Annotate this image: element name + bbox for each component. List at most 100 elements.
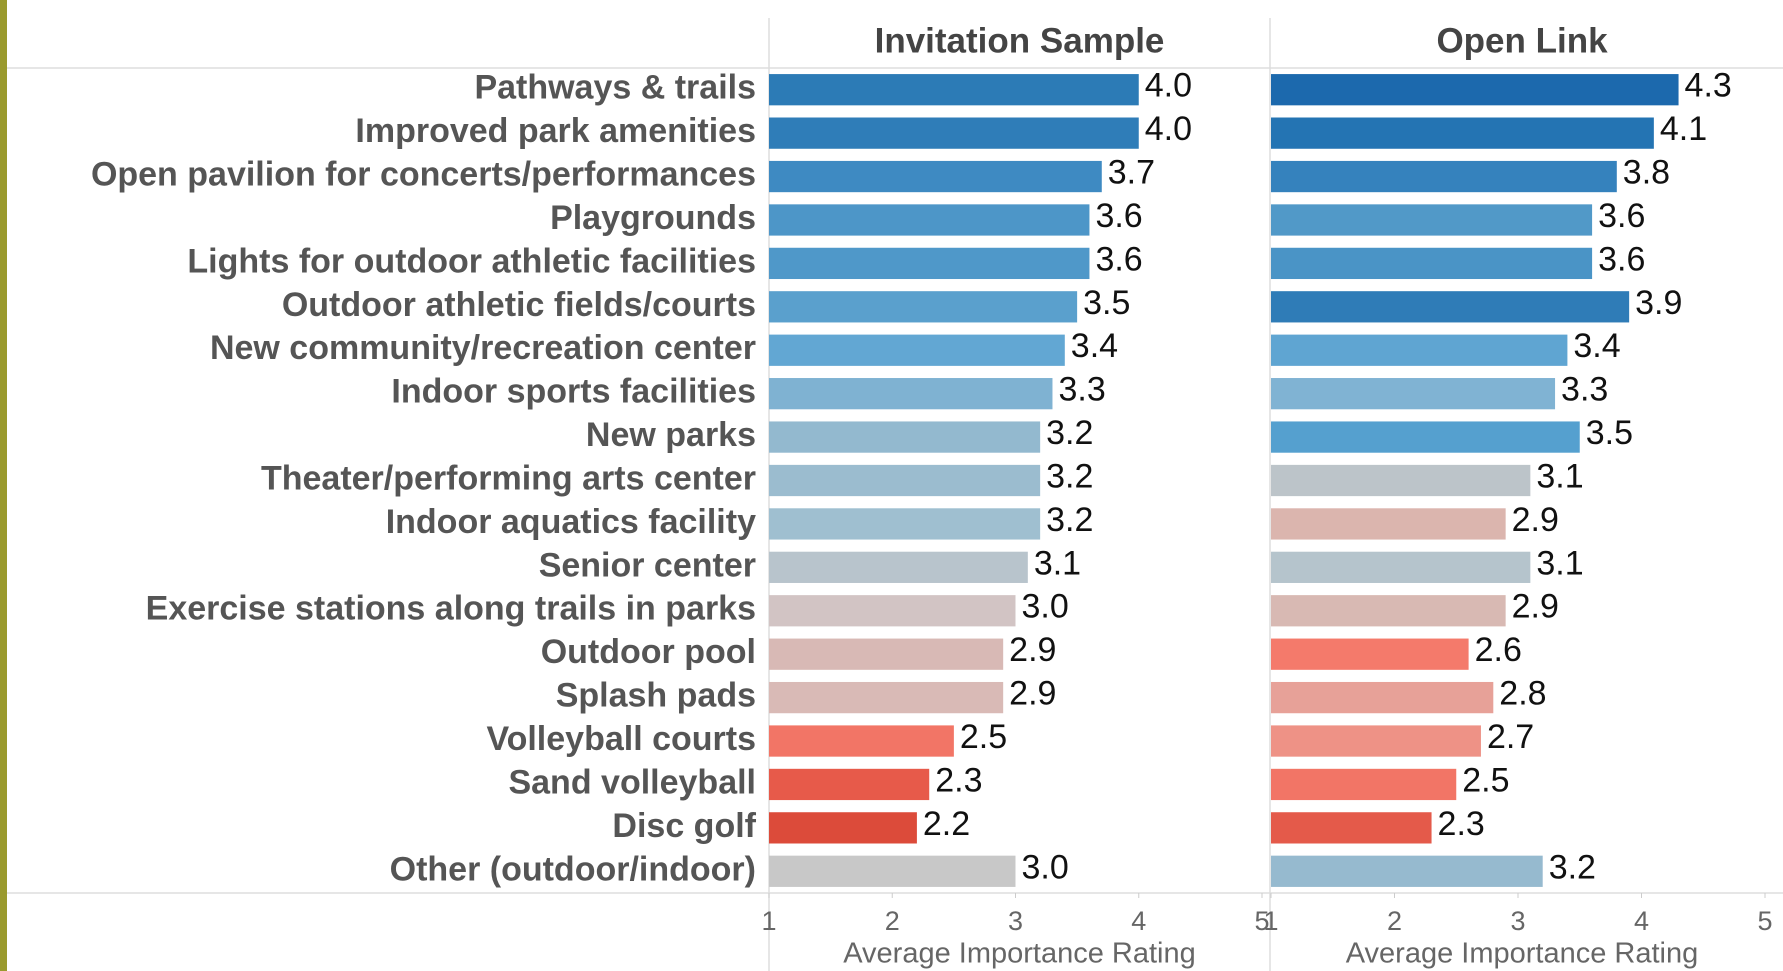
- category-label: Playgrounds: [550, 199, 756, 237]
- bar: [769, 508, 1041, 540]
- bar: [769, 334, 1065, 366]
- x-tick-label: 3: [1008, 906, 1023, 936]
- x-tick-label: 5: [1757, 906, 1772, 936]
- category-label: Outdoor athletic fields/courts: [282, 286, 756, 324]
- value-label: 3.7: [1108, 154, 1155, 192]
- value-label: 2.2: [923, 805, 970, 843]
- value-label: 2.9: [1512, 501, 1559, 539]
- value-label: 3.6: [1598, 240, 1645, 278]
- value-label: 3.8: [1623, 154, 1670, 192]
- value-label: 2.5: [1462, 761, 1509, 799]
- bar: [1271, 160, 1617, 193]
- value-label: 3.2: [1046, 501, 1093, 539]
- value-label: 4.0: [1145, 67, 1192, 105]
- value-label: 4.0: [1145, 110, 1192, 148]
- x-axis-label: Average Importance Rating: [843, 938, 1196, 970]
- value-label: 3.6: [1095, 240, 1142, 278]
- bar: [1271, 464, 1531, 497]
- bar: [769, 638, 1004, 670]
- bar: [1271, 638, 1469, 670]
- value-label: 2.6: [1475, 631, 1522, 669]
- value-label: 2.9: [1512, 588, 1559, 626]
- value-label: 3.2: [1549, 848, 1596, 886]
- x-tick-label: 2: [1387, 906, 1402, 936]
- category-label: Indoor aquatics facility: [386, 503, 756, 541]
- bar: [769, 551, 1028, 583]
- bar: [1271, 421, 1580, 453]
- x-tick-label: 1: [761, 906, 776, 936]
- value-label: 2.3: [1438, 805, 1485, 843]
- value-label: 2.9: [1009, 675, 1056, 713]
- panel-title: Open Link: [1436, 21, 1608, 60]
- x-tick-label: 5: [1254, 906, 1269, 936]
- value-label: 3.3: [1058, 371, 1105, 409]
- bar: [769, 464, 1041, 497]
- value-label: 2.5: [960, 718, 1007, 756]
- category-label: Pathways & trails: [474, 69, 756, 107]
- bar: [1271, 378, 1556, 410]
- value-label: 3.9: [1635, 284, 1682, 322]
- value-label: 4.1: [1660, 110, 1707, 148]
- category-label: New community/recreation center: [210, 329, 756, 367]
- category-label: Senior center: [539, 546, 756, 584]
- value-label: 3.0: [1022, 588, 1069, 626]
- bar: [1271, 551, 1531, 583]
- bar: [1271, 595, 1506, 627]
- bar: [769, 247, 1090, 280]
- value-label: 2.8: [1499, 675, 1546, 713]
- bar: [1271, 334, 1568, 366]
- value-label: 3.4: [1573, 327, 1620, 365]
- bar: [769, 595, 1016, 627]
- x-tick-label: 2: [885, 906, 900, 936]
- value-label: 3.1: [1536, 544, 1583, 582]
- category-label: Other (outdoor/indoor): [390, 850, 756, 888]
- bar: [769, 421, 1041, 453]
- bar: [769, 681, 1004, 714]
- value-label: 3.2: [1046, 457, 1093, 495]
- value-label: 3.5: [1586, 414, 1633, 452]
- category-label: Lights for outdoor athletic facilities: [187, 242, 756, 280]
- category-label: Exercise stations along trails in parks: [146, 590, 756, 628]
- bar: [1271, 725, 1481, 757]
- left-border: [0, 0, 7, 971]
- category-label: Volleyball courts: [486, 720, 756, 758]
- bar: [769, 117, 1139, 149]
- bar: [1271, 204, 1593, 236]
- value-label: 3.6: [1598, 197, 1645, 235]
- x-tick-label: 3: [1510, 906, 1525, 936]
- x-axis-label: Average Importance Rating: [1346, 938, 1699, 970]
- value-label: 2.3: [935, 761, 982, 799]
- bar: [1271, 768, 1457, 801]
- bar: [1271, 291, 1630, 323]
- bar: [769, 160, 1102, 193]
- bar: [769, 812, 917, 844]
- bar: [1271, 681, 1494, 714]
- category-label: Disc golf: [612, 807, 756, 845]
- value-label: 3.4: [1071, 327, 1118, 365]
- value-label: 2.9: [1009, 631, 1056, 669]
- category-label: Theater/performing arts center: [261, 459, 756, 497]
- bar: [1271, 247, 1593, 280]
- bar: [769, 725, 954, 757]
- category-label: Improved park amenities: [355, 112, 756, 150]
- category-label: Outdoor pool: [541, 633, 756, 671]
- value-label: 3.5: [1083, 284, 1130, 322]
- value-label: 3.1: [1536, 457, 1583, 495]
- x-tick-label: 4: [1634, 906, 1649, 936]
- x-tick-label: 1: [1263, 906, 1278, 936]
- bar: [769, 204, 1090, 236]
- bar: [769, 291, 1078, 323]
- bar: [1271, 812, 1432, 844]
- bar: [1271, 508, 1506, 540]
- bar: [769, 855, 1016, 887]
- value-label: 4.3: [1685, 67, 1732, 105]
- bar: [769, 768, 930, 801]
- value-label: 3.0: [1022, 848, 1069, 886]
- category-label: Sand volleyball: [508, 763, 756, 801]
- category-label: New parks: [586, 416, 756, 454]
- value-label: 3.3: [1561, 371, 1608, 409]
- bar: [1271, 855, 1543, 887]
- panel-title: Invitation Sample: [875, 21, 1165, 60]
- category-label: Splash pads: [556, 677, 756, 715]
